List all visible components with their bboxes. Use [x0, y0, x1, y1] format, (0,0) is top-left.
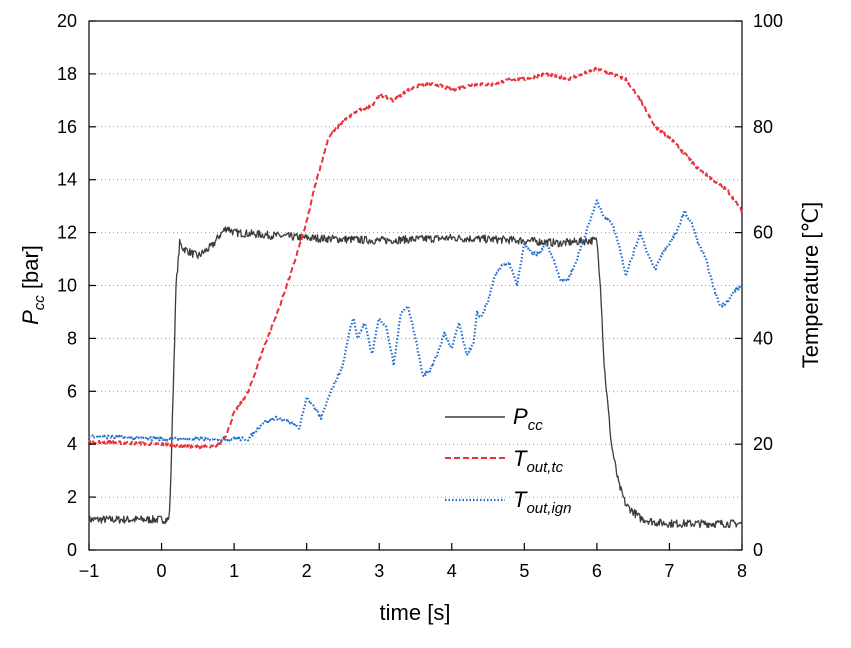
x-tick-label-1: 0 [157, 561, 167, 581]
y-right-tick-label-60: 60 [753, 223, 773, 243]
legend-label-pcc: Pcc [513, 404, 543, 434]
grid-lines [89, 73, 742, 498]
y-left-tick-label-14: 14 [57, 170, 77, 190]
y-left-title-unit: [bar] [18, 245, 43, 295]
legend-label-tout-ign: Tout,ign [513, 487, 572, 517]
x-tick-label-8: 7 [664, 561, 674, 581]
y-left-title-sub: cc [31, 295, 48, 311]
y-left-tick-label-6: 6 [67, 381, 77, 401]
legend-label-tout-tc: Tout,tc [513, 446, 564, 476]
y-right-tick-label-20: 20 [753, 434, 773, 454]
x-tick-label-5: 4 [447, 561, 457, 581]
x-tick-label-0: −1 [79, 561, 100, 581]
x-tick-label-9: 8 [737, 561, 747, 581]
x-axis-title: time [s] [380, 600, 451, 625]
y-right-tick-label-0: 0 [753, 540, 763, 560]
y-left-tick-label-20: 20 [57, 11, 77, 31]
y-left-tick-label-18: 18 [57, 64, 77, 84]
y-right-tick-label-80: 80 [753, 117, 773, 137]
x-tick-label-2: 1 [229, 561, 239, 581]
x-tick-label-3: 2 [302, 561, 312, 581]
y-right-tick-label-100: 100 [753, 11, 783, 31]
x-tick-label-7: 6 [592, 561, 602, 581]
y-left-tick-label-0: 0 [67, 540, 77, 560]
y-left-tick-label-2: 2 [67, 487, 77, 507]
y-left-tick-label-10: 10 [57, 276, 77, 296]
x-tick-label-6: 5 [519, 561, 529, 581]
series-line-2 [88, 199, 744, 442]
legend: Pcc Tout,tc Tout,ign [445, 404, 572, 517]
y-left-tick-label-8: 8 [67, 328, 77, 348]
plot-frame [88, 20, 743, 551]
series-line-0 [88, 226, 743, 529]
x-tick-label-4: 3 [374, 561, 384, 581]
y-left-tick-label-12: 12 [57, 223, 77, 243]
y-axis-right-title: Temperature [℃] [798, 202, 823, 369]
series-group [88, 66, 744, 529]
y-left-tick-label-16: 16 [57, 117, 77, 137]
y-axis-left-title: Pcc [bar] [18, 245, 48, 325]
series-line-1 [88, 66, 743, 450]
y-left-title-main: P [18, 310, 43, 325]
y-left-tick-label-4: 4 [67, 434, 77, 454]
y-right-tick-label-40: 40 [753, 328, 773, 348]
